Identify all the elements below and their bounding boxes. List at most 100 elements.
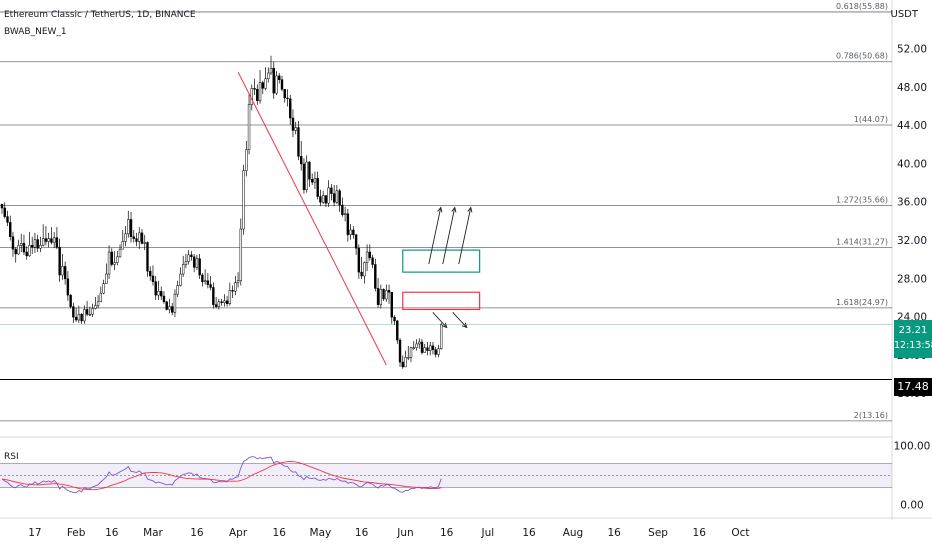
- candle-body: [291, 117, 295, 131]
- bullish-arrow-head: [451, 206, 457, 213]
- candle-body: [239, 228, 243, 281]
- candle-body: [6, 216, 9, 223]
- candle-body: [374, 264, 377, 289]
- candle-body: [280, 79, 284, 90]
- candle-body: [113, 262, 116, 265]
- candle-body: [398, 339, 402, 363]
- candle-body: [168, 306, 171, 310]
- candle-body: [0, 203, 4, 209]
- candle-body: [176, 285, 179, 295]
- candle-body: [305, 161, 308, 191]
- time-tick-label: Jul: [481, 527, 495, 539]
- candle-body: [83, 309, 86, 322]
- candle-body: [371, 257, 374, 265]
- candle-body: [102, 283, 105, 294]
- candle-body: [36, 239, 39, 249]
- candle-body: [28, 245, 31, 257]
- candle-body: [157, 291, 160, 296]
- candle-body: [25, 251, 28, 257]
- time-tick-label: 16: [190, 527, 204, 539]
- candle-body: [242, 170, 245, 230]
- time-tick-label: Oct: [731, 527, 749, 539]
- time-tick-label: Sep: [648, 527, 668, 539]
- candle-body: [319, 196, 322, 203]
- rsi-line: [1, 456, 442, 494]
- candle-body: [66, 278, 70, 296]
- candle-body: [44, 238, 48, 242]
- candle-body: [368, 251, 372, 259]
- candle-body: [228, 290, 232, 304]
- candle-body: [404, 357, 407, 368]
- candle-body: [223, 300, 226, 304]
- fib-level-label: 1.414(31.27): [836, 238, 888, 247]
- candle-body: [440, 324, 443, 349]
- candle-body: [162, 295, 166, 303]
- current-price-tag: 23.21 12:13:58: [894, 320, 932, 358]
- candle-body: [431, 345, 435, 350]
- candle-body: [310, 179, 314, 183]
- candle-body: [151, 275, 155, 282]
- candle-body: [267, 72, 270, 80]
- candle-body: [338, 190, 341, 206]
- candle-body: [165, 301, 168, 310]
- rsi-tick-label: 0.00: [900, 500, 923, 512]
- candle-body: [50, 238, 53, 243]
- candle-body: [30, 245, 34, 248]
- candle-body: [426, 347, 429, 351]
- candle-body: [55, 237, 59, 248]
- candle-body: [258, 82, 262, 102]
- fib-level-label: 1.272(35.66): [836, 196, 888, 205]
- candle-body: [22, 243, 26, 253]
- candle-body: [72, 306, 75, 318]
- time-tick-label: Jun: [396, 527, 413, 539]
- candle-body: [412, 347, 415, 349]
- candle-body: [184, 261, 188, 265]
- candle-body: [181, 264, 185, 275]
- price-tick-label: 40.00: [897, 158, 927, 170]
- candle-body: [407, 357, 410, 359]
- candle-body: [352, 229, 355, 236]
- candle-body: [234, 282, 237, 292]
- candle-body: [41, 238, 45, 246]
- candle-body: [85, 309, 89, 315]
- candle-body: [88, 314, 92, 316]
- candle-body: [382, 289, 385, 300]
- candle-body: [138, 232, 141, 242]
- candle-body: [77, 314, 81, 321]
- candle-body: [343, 213, 347, 215]
- candle-body: [349, 229, 352, 236]
- candle-body: [107, 251, 111, 275]
- candle-body: [385, 290, 388, 300]
- candle-body: [69, 294, 72, 307]
- candle-body: [212, 287, 215, 305]
- candle-body: [116, 256, 119, 263]
- time-tick-label: 16: [607, 527, 621, 539]
- time-tick-label: Aug: [563, 527, 584, 539]
- candle-body: [63, 266, 67, 280]
- candle-body: [269, 67, 273, 74]
- candle-body: [33, 239, 37, 248]
- candle-body: [124, 233, 127, 242]
- candle-body: [283, 89, 286, 99]
- candle-body: [187, 254, 190, 262]
- price-tick-label: 52.00: [897, 44, 927, 56]
- candle-body: [118, 248, 122, 258]
- candle-body: [154, 281, 157, 296]
- symbol-title: Ethereum Classic / TetherUS, 1D, BINANCE: [4, 10, 196, 20]
- candle-body: [261, 82, 264, 89]
- candle-body: [160, 291, 163, 297]
- candle-body: [132, 236, 135, 239]
- candle-body: [286, 97, 289, 100]
- fib-level-label: 0.618(55.88): [836, 2, 888, 11]
- candle-body: [247, 104, 251, 150]
- support-price-value: 17.48: [897, 380, 929, 393]
- candle-body: [330, 187, 333, 194]
- candle-body: [110, 251, 113, 265]
- countdown-timer: 12:13:58: [894, 340, 932, 351]
- candle-body: [146, 242, 149, 272]
- price-tick-label: 44.00: [897, 120, 927, 132]
- candle-body: [393, 316, 396, 322]
- candle-body: [327, 187, 330, 204]
